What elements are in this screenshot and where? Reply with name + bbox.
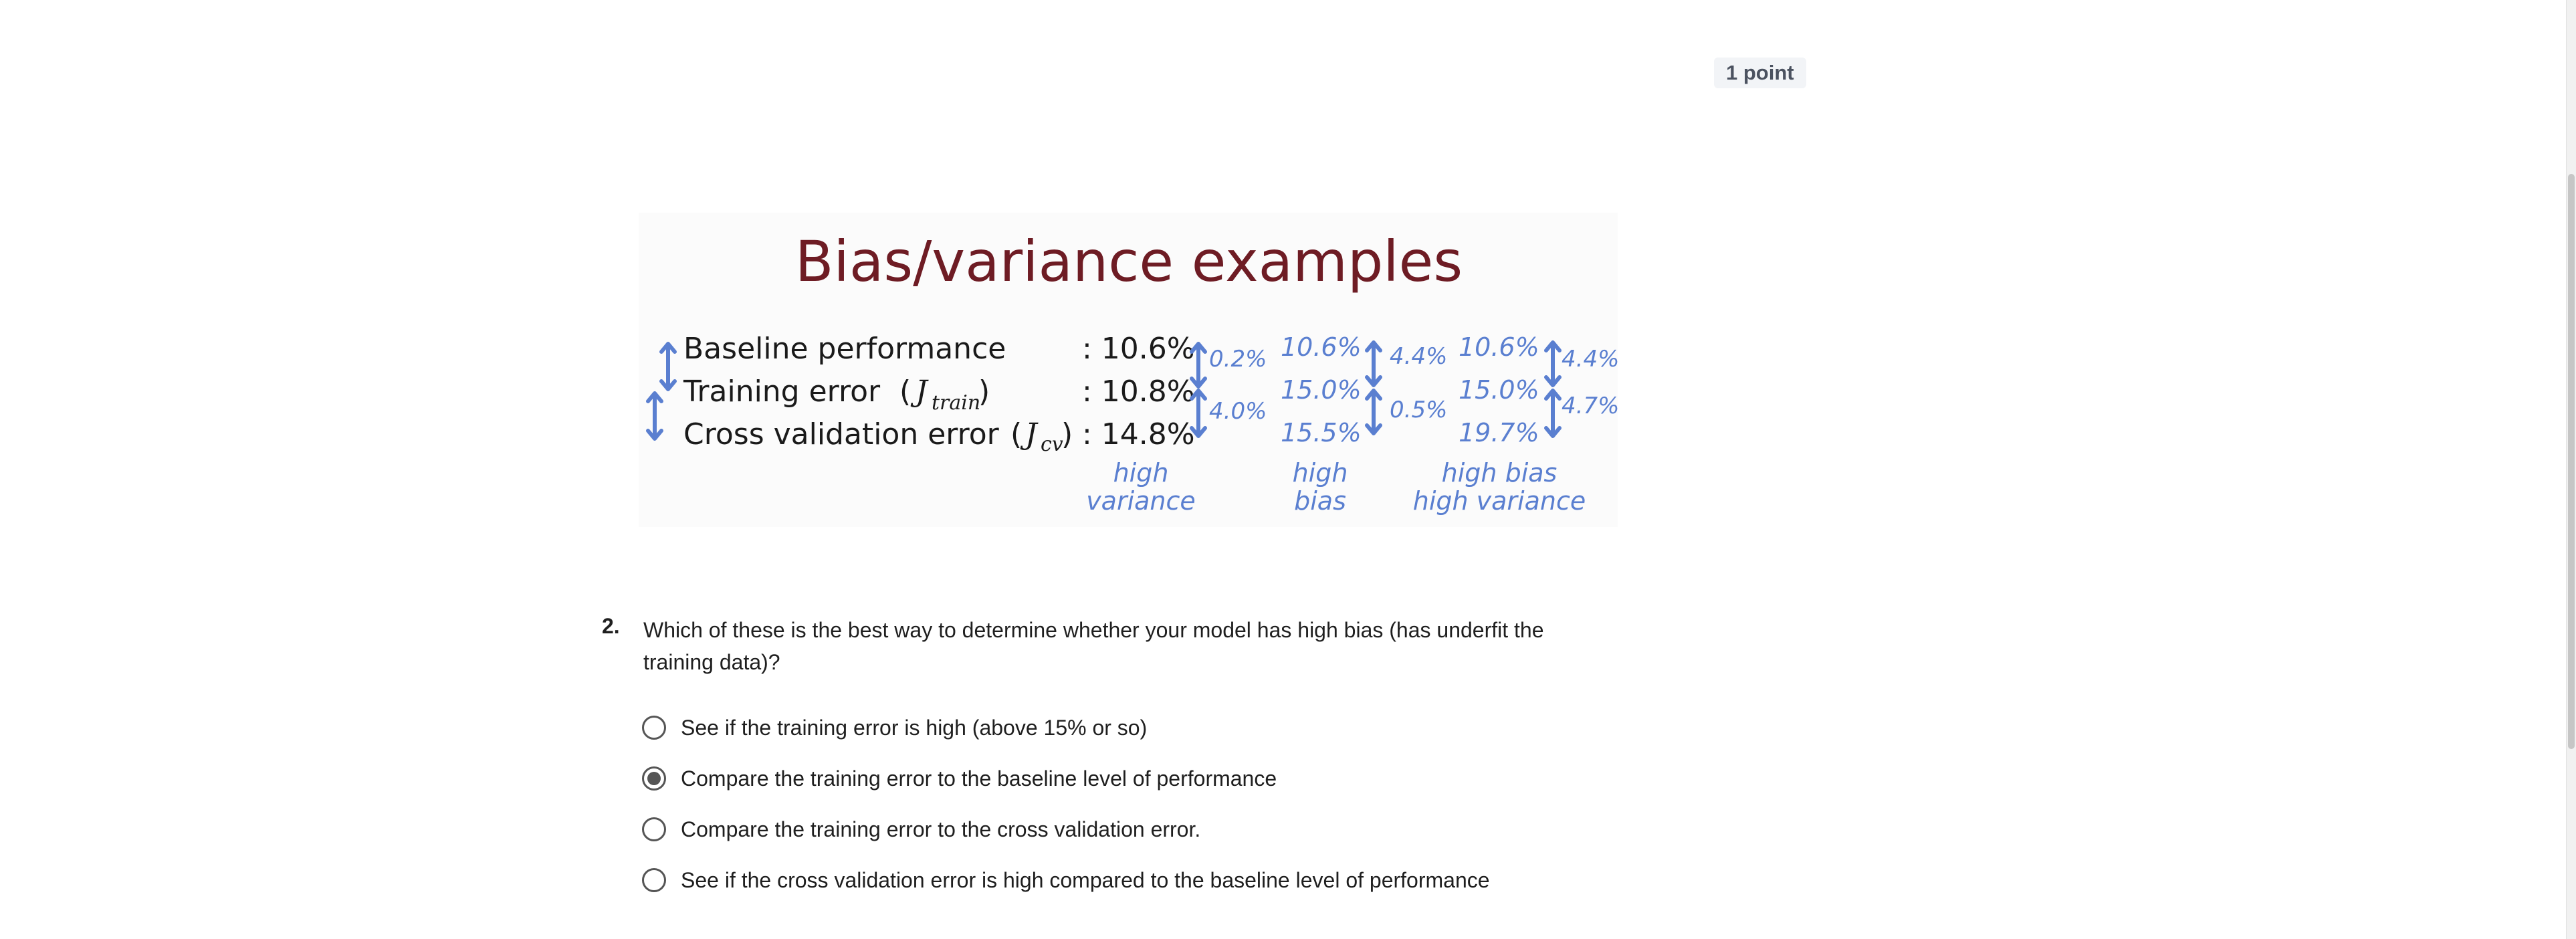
example-value: 10.6%: [1459, 332, 1539, 362]
answer-option[interactable]: See if the training error is high (above…: [642, 702, 1490, 753]
radio-button[interactable]: [642, 817, 666, 841]
gap-annotation: 4.0%: [1209, 398, 1267, 425]
example-value: 19.7%: [1459, 418, 1539, 447]
gap-annotation: 0.5%: [1390, 397, 1447, 423]
math-symbol: J: [1020, 417, 1039, 451]
example-value: 15.0%: [1281, 375, 1362, 405]
example-caption: high bias: [1442, 458, 1558, 488]
math-subscript: train: [932, 391, 980, 415]
answer-option[interactable]: Compare the training error to the cross …: [642, 804, 1490, 855]
answer-option[interactable]: See if the cross validation error is hig…: [642, 855, 1490, 906]
page-scrollbar[interactable]: [2566, 0, 2576, 939]
col1-gap-arrows-icon: [1190, 342, 1207, 438]
bias-variance-figure: Bias/variance examples Baseline performa…: [639, 213, 1618, 527]
figure-title: Bias/variance examples: [795, 229, 1463, 294]
math-subscript: cv: [1041, 433, 1063, 456]
example-caption: variance: [1086, 486, 1196, 516]
scrollbar-thumb[interactable]: [2568, 174, 2575, 749]
example-caption: high: [1113, 458, 1169, 488]
points-badge: 1 point: [1714, 58, 1806, 88]
left-bracket-arrows-icon: [646, 342, 677, 441]
gap-annotation: 0.2%: [1209, 346, 1267, 373]
gap-annotation: 4.4%: [1562, 346, 1618, 373]
answer-option-label[interactable]: Compare the training error to the baseli…: [681, 766, 1277, 791]
answer-options: See if the training error is high (above…: [642, 702, 1490, 906]
figure-math-cv: ( J cv ): [1010, 417, 1073, 456]
answer-option-label[interactable]: See if the cross validation error is hig…: [681, 867, 1490, 892]
svg-text:(: (: [899, 375, 911, 409]
figure-row-value: : 10.8%: [1082, 375, 1195, 409]
radio-selected-dot: [647, 772, 661, 785]
figure-row-label: Baseline performance: [683, 332, 1006, 366]
bias-variance-figure-svg: Bias/variance examples Baseline performa…: [646, 229, 1618, 516]
example-value: 10.6%: [1281, 332, 1362, 362]
example-caption: bias: [1294, 486, 1346, 516]
question-number: 2.: [602, 614, 620, 638]
col2-gap-arrows-icon: [1365, 340, 1382, 435]
example-caption: high: [1293, 458, 1348, 488]
example-value: 15.5%: [1281, 418, 1362, 447]
gap-annotation: 4.4%: [1390, 343, 1447, 370]
figure-row-label: Cross validation error: [683, 417, 1000, 451]
answer-option[interactable]: Compare the training error to the baseli…: [642, 753, 1490, 804]
figure-row-label: Training error: [683, 375, 881, 409]
figure-row-value: : 14.8%: [1082, 417, 1195, 451]
answer-option-label[interactable]: Compare the training error to the cross …: [681, 817, 1201, 841]
answer-option-label[interactable]: See if the training error is high (above…: [681, 715, 1148, 740]
svg-text:): ): [1061, 417, 1073, 451]
gap-annotation: 4.7%: [1562, 393, 1618, 419]
svg-text:(: (: [1010, 417, 1022, 451]
radio-button[interactable]: [642, 868, 666, 892]
svg-text:): ): [978, 375, 990, 409]
question-text: Which of these is the best way to determ…: [643, 618, 1544, 674]
figure-row-value: : 10.6%: [1082, 332, 1195, 366]
radio-button[interactable]: [642, 716, 666, 740]
example-value: 15.0%: [1459, 375, 1539, 405]
example-caption: high variance: [1413, 486, 1586, 516]
figure-math-train: ( J train ): [899, 375, 990, 415]
col3-gap-arrows-icon: [1544, 340, 1562, 438]
math-symbol: J: [910, 375, 929, 409]
radio-button-selected[interactable]: [642, 766, 666, 791]
